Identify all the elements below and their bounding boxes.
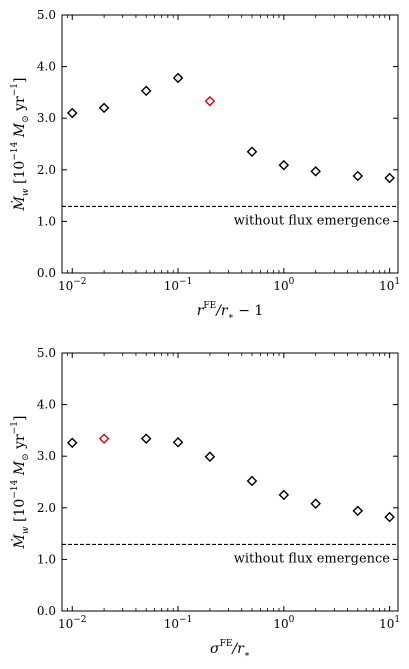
y-tick-label: 4.0 (37, 60, 56, 74)
y-axis-label: Ṁw [10−14 M⊙ yr−1] (10, 78, 31, 212)
reference-line-label: without flux emergence (234, 213, 391, 228)
data-point (172, 72, 184, 84)
data-point (384, 511, 395, 523)
panel-1: 0.0 1.0 2.0 3.0 4.0 5.0 10−2 10−1 100 101 without … (10, 8, 400, 322)
x-tick-label: 10−1 (164, 277, 193, 293)
y-tick-label: 3.0 (37, 449, 56, 463)
x-axis-label: rFE/r∗ − 1 (197, 301, 264, 322)
y-tick-label: 5.0 (37, 8, 56, 22)
x-tick-label: 101 (379, 277, 400, 293)
x-tick-label: 10−1 (164, 615, 193, 631)
y-tick-label: 2.0 (37, 163, 56, 177)
reference-line-label: without flux emergence (234, 551, 391, 566)
data-point (278, 159, 290, 171)
plot-frame (61, 352, 399, 612)
data-point (140, 85, 152, 97)
data-point (310, 498, 321, 509)
data-point (246, 146, 258, 158)
x-axis-label: σFE/r∗ (210, 639, 250, 660)
data-point (384, 172, 395, 184)
y-tick-label: 1.0 (37, 214, 56, 228)
data-point (98, 102, 110, 114)
data-point (140, 433, 152, 444)
data-point (352, 170, 364, 182)
y-tick-label: 3.0 (37, 111, 56, 125)
data-point (66, 437, 78, 449)
data-point (172, 436, 184, 448)
panel-2: 0.0 1.0 2.0 3.0 4.0 5.0 10−2 10−1 100 101 without … (10, 346, 400, 660)
y-axis-label: Ṁw [10−14 M⊙ yr−1] (10, 416, 31, 550)
x-tick-label: 10−2 (58, 615, 87, 631)
data-point (278, 489, 290, 501)
data-point (310, 166, 321, 177)
x-tick-label: 100 (273, 277, 294, 293)
y-tick-label: 2.0 (37, 501, 56, 515)
data-point (246, 475, 258, 487)
data-point (204, 451, 216, 463)
x-tick-label: 10−2 (58, 277, 87, 293)
x-tick-label: 100 (273, 615, 294, 631)
data-point (66, 107, 78, 119)
y-tick-label: 1.0 (37, 552, 56, 566)
y-tick-label: 4.0 (37, 398, 56, 412)
x-tick-label: 101 (379, 615, 400, 631)
plot-frame (61, 14, 399, 274)
data-point (352, 505, 364, 517)
highlight-point (98, 433, 110, 444)
y-tick-label: 0.0 (37, 266, 56, 280)
highlight-point (204, 95, 216, 107)
y-tick-label: 0.0 (37, 604, 56, 618)
y-tick-label: 5.0 (37, 346, 56, 360)
